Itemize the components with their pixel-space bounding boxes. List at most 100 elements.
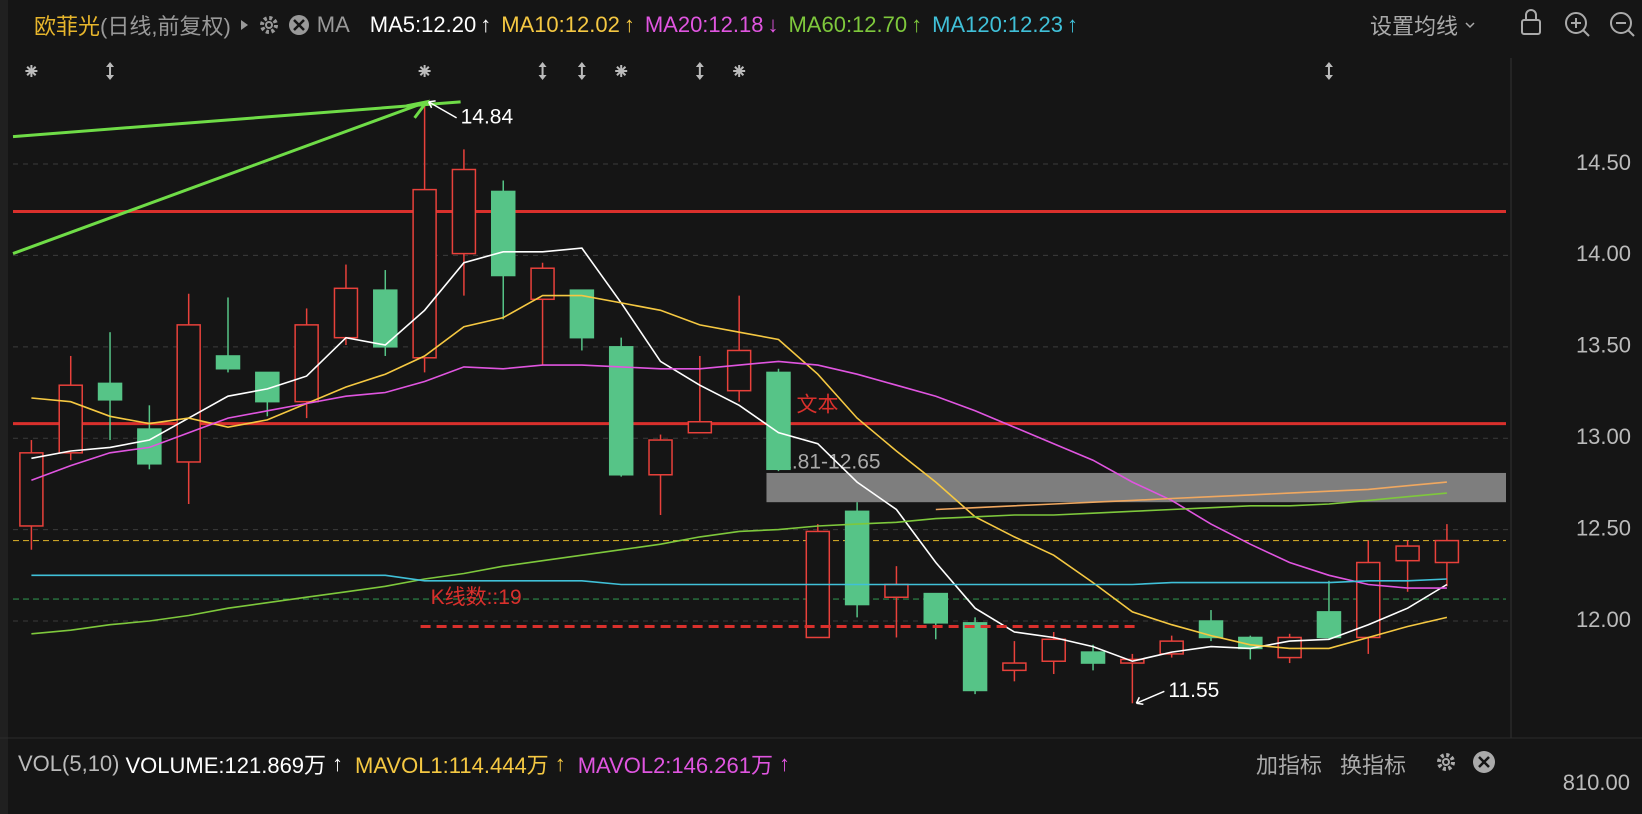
candle-body — [726, 349, 752, 392]
y-tick-label: 13.00 — [1576, 424, 1631, 449]
annotation-arrow — [427, 100, 457, 119]
close-icon[interactable] — [1473, 751, 1495, 773]
ma-line — [935, 481, 1447, 511]
ma-line — [31, 247, 1448, 663]
candle-body — [608, 346, 634, 476]
event-icon — [538, 62, 547, 80]
add-indicator[interactable]: 加指标 — [1256, 753, 1323, 778]
trend-arrow: ↑ — [332, 751, 344, 776]
icon-stroke — [616, 66, 627, 76]
volume-indicator: VOL(5,10) — [18, 751, 120, 776]
candle-body — [451, 168, 477, 255]
zoom-in-icon[interactable] — [1565, 12, 1590, 37]
indicator-actions: 加指标 换指标 — [1256, 748, 1406, 780]
candle-body — [923, 592, 949, 624]
ma-line — [31, 360, 1447, 589]
settings-icon[interactable] — [1437, 753, 1455, 771]
candle-body — [1395, 545, 1420, 562]
icon-head — [106, 62, 115, 80]
ma-line — [31, 492, 1447, 635]
y-tick-label: 12.00 — [1576, 607, 1631, 632]
trend-arrow: ↑ — [1066, 12, 1078, 37]
candle-body — [1316, 611, 1342, 639]
y-tick-label: 14.50 — [1576, 150, 1631, 175]
trend-line — [12, 100, 461, 139]
candle-body — [648, 439, 673, 476]
candle-body — [176, 324, 201, 463]
expand-icon[interactable] — [237, 15, 251, 35]
trend-arrow: ↑ — [480, 12, 492, 37]
legend-entry: MA10:12.02 ↑ — [501, 12, 635, 38]
period: (日线,前复权) — [100, 14, 231, 39]
trend-line — [12, 100, 428, 255]
mavol1: MAVOL1:114.444万 — [355, 753, 549, 778]
lock-icon[interactable] — [1521, 9, 1541, 35]
candle-body — [1041, 638, 1066, 662]
candle-body — [19, 452, 44, 527]
candle-body — [884, 583, 909, 598]
legend-label: MA5:12.20 — [369, 12, 477, 37]
icon-head — [1324, 62, 1333, 80]
candle-body — [1356, 561, 1381, 639]
close-icon[interactable] — [287, 13, 311, 37]
trend-arrow: ↓ — [767, 12, 779, 37]
icon-stroke — [419, 66, 430, 76]
candle-body — [687, 421, 713, 434]
candle-body — [844, 510, 870, 606]
candle-body — [962, 622, 988, 692]
event-icon — [106, 62, 115, 80]
y-tick-label: 14.00 — [1576, 241, 1631, 266]
annotation-label: 11.55 — [1168, 679, 1219, 702]
y-tick-label: 13.50 — [1576, 333, 1631, 358]
ma-line — [31, 294, 1448, 650]
candle-body — [1080, 651, 1106, 664]
candle-body — [1002, 662, 1027, 672]
candle-body — [294, 324, 319, 403]
arrow-head — [406, 99, 431, 119]
trend-arrow: ↑ — [778, 751, 790, 776]
zoom-out-icon[interactable] — [1610, 12, 1635, 37]
event-icon — [418, 65, 431, 77]
candle-body — [215, 355, 241, 370]
zone-label: 12.81-12.65 — [768, 450, 880, 473]
candle-body — [1434, 539, 1460, 564]
candle-body — [766, 371, 791, 471]
annotation-label: 14.84 — [461, 105, 514, 128]
event-icon — [695, 62, 704, 80]
switch-indicator[interactable]: 换指标 — [1340, 753, 1407, 778]
candle-body — [333, 287, 359, 339]
icon-stroke — [26, 66, 37, 76]
event-icon — [577, 62, 586, 80]
legend-label: MA20:12.18 — [644, 12, 764, 37]
y-tick-label: 12.50 — [1576, 515, 1631, 540]
candle-body — [490, 190, 516, 277]
ma-settings[interactable]: 设置均线 — [1370, 9, 1476, 41]
volume-value: VOLUME:121.869万 — [125, 753, 327, 778]
trend-arrow: ↑ — [623, 12, 635, 37]
icon-head — [695, 62, 704, 80]
trend-arrow: ↑ — [554, 751, 566, 776]
legend-label: MA60:12.70 — [788, 12, 908, 37]
legend-entry: MA120:12.23 ↑ — [932, 12, 1078, 38]
chevron — [1465, 22, 1475, 29]
stock-name: 欧菲光 — [34, 14, 101, 39]
candle-body — [373, 289, 398, 348]
event-icon — [615, 65, 628, 77]
indicator: MA — [316, 12, 350, 37]
settings-label[interactable]: 设置均线 — [1370, 14, 1459, 39]
event-icon — [1324, 62, 1333, 80]
legend-label: MA10:12.02 — [501, 12, 620, 37]
candle-body — [569, 289, 595, 339]
candle-body — [97, 382, 123, 401]
header: 欧菲光 (日线,前复权) MA MA5:12.20 ↑ MA10:12.02 ↑ MA2… — [34, 9, 1078, 41]
candle-body — [137, 428, 162, 465]
annotation-arrow — [1135, 690, 1165, 706]
gear-icon[interactable] — [257, 13, 281, 37]
legend-label: MA120:12.23 — [932, 12, 1063, 37]
icon-head — [538, 62, 547, 80]
candle-body — [58, 384, 83, 454]
note-label: 文本 — [796, 394, 838, 417]
legend: MA5:12.20 ↑ MA10:12.02 ↑ MA20:12.18 ↓ MA60:12.… — [370, 12, 1078, 38]
